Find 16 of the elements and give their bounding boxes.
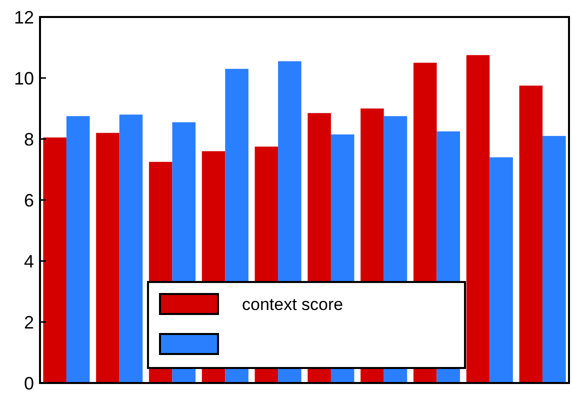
y-tick-label: 8 bbox=[24, 129, 34, 150]
y-tick-label: 4 bbox=[24, 251, 34, 272]
y-tick-label: 6 bbox=[24, 190, 34, 210]
y-tick-label: 10 bbox=[14, 68, 34, 88]
y-tick-label: 0 bbox=[24, 373, 34, 394]
bar bbox=[542, 136, 566, 383]
y-tick-label: 2 bbox=[24, 312, 34, 332]
bar bbox=[66, 116, 90, 383]
bar bbox=[519, 86, 543, 383]
bar bbox=[43, 137, 66, 383]
y-tick-label: 12 bbox=[14, 7, 34, 28]
legend-label: context score bbox=[242, 294, 344, 314]
bar bbox=[119, 114, 143, 383]
bar bbox=[466, 55, 490, 383]
bar bbox=[490, 157, 513, 383]
bar bbox=[96, 132, 120, 383]
